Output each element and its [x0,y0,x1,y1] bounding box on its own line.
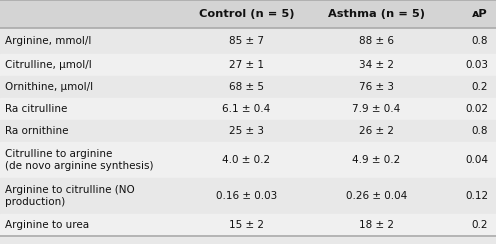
Text: 4.0 ± 0.2: 4.0 ± 0.2 [222,155,270,165]
Bar [0,120,496,142]
Text: Ra citrulline: Ra citrulline [5,104,67,114]
Text: 0.04: 0.04 [465,155,488,165]
Text: Arginine, mmol/l: Arginine, mmol/l [5,36,91,46]
Text: Control (n = 5): Control (n = 5) [199,9,294,19]
Text: Citrulline, μmol/l: Citrulline, μmol/l [5,60,92,70]
Text: 0.12: 0.12 [465,191,488,201]
Bar [0,28,496,54]
Text: Arginine to urea: Arginine to urea [5,220,89,230]
Text: 4.9 ± 0.2: 4.9 ± 0.2 [352,155,401,165]
Text: 85 ± 7: 85 ± 7 [229,36,264,46]
Text: Arginine to citrulline (NO
production): Arginine to citrulline (NO production) [5,185,135,207]
Text: ᴀP: ᴀP [472,9,488,19]
Text: 25 ± 3: 25 ± 3 [229,126,264,136]
Text: 0.02: 0.02 [465,104,488,114]
Text: 18 ± 2: 18 ± 2 [359,220,394,230]
Bar [0,54,496,76]
Text: 0.16 ± 0.03: 0.16 ± 0.03 [216,191,277,201]
Text: Citrulline to arginine
(de novo arginine synthesis): Citrulline to arginine (de novo arginine… [5,149,153,171]
Text: 0.8: 0.8 [472,126,488,136]
Text: 15 ± 2: 15 ± 2 [229,220,264,230]
Text: Asthma (n = 5): Asthma (n = 5) [328,9,425,19]
Text: 6.1 ± 0.4: 6.1 ± 0.4 [222,104,271,114]
Text: 34 ± 2: 34 ± 2 [359,60,394,70]
Text: 27 ± 1: 27 ± 1 [229,60,264,70]
Text: 0.8: 0.8 [472,36,488,46]
Text: Ornithine, μmol/l: Ornithine, μmol/l [5,82,93,92]
Text: 0.2: 0.2 [472,220,488,230]
Text: 7.9 ± 0.4: 7.9 ± 0.4 [352,104,401,114]
Text: 0.03: 0.03 [465,60,488,70]
Bar [0,76,496,98]
Text: 26 ± 2: 26 ± 2 [359,126,394,136]
Bar [0,0,496,28]
Text: Ra ornithine: Ra ornithine [5,126,68,136]
Bar [0,178,496,214]
Bar [0,214,496,236]
Text: 0.2: 0.2 [472,82,488,92]
Text: 76 ± 3: 76 ± 3 [359,82,394,92]
Bar [0,98,496,120]
Text: 68 ± 5: 68 ± 5 [229,82,264,92]
Bar [0,142,496,178]
Text: 0.26 ± 0.04: 0.26 ± 0.04 [346,191,407,201]
Text: 88 ± 6: 88 ± 6 [359,36,394,46]
